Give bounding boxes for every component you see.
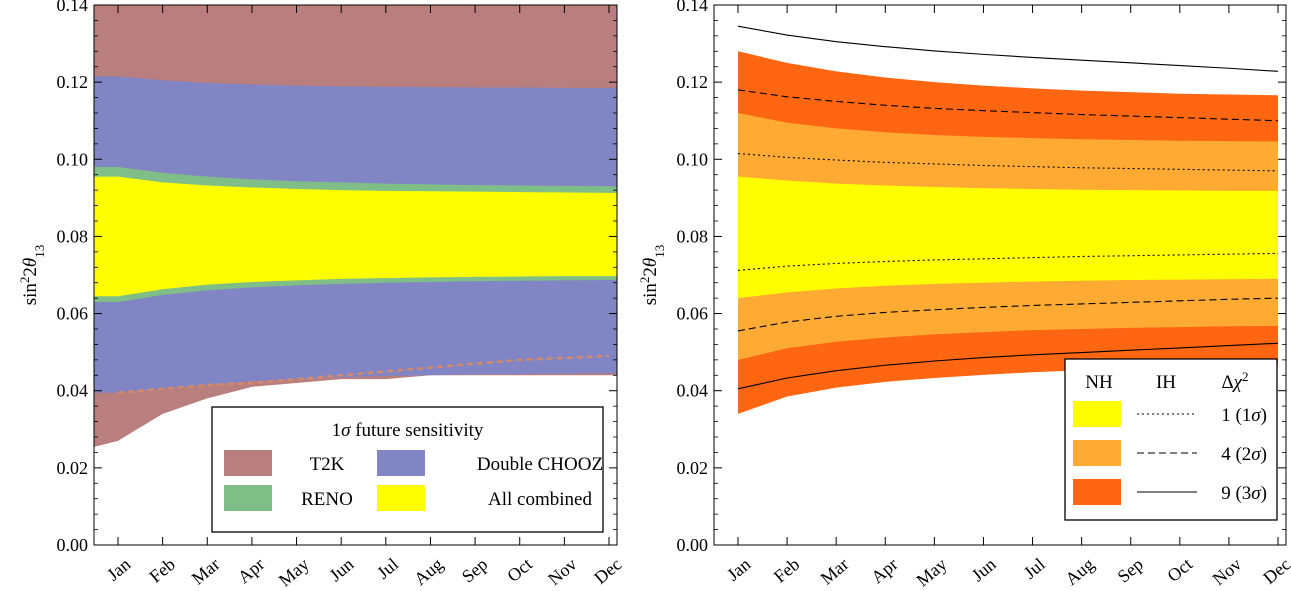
legend-swatch-all-combined: [377, 485, 425, 511]
plot-area: [737, 25, 1279, 414]
legend-label-all-combined: All combined: [488, 489, 592, 510]
legend-swatch-4-2: [1073, 440, 1121, 466]
legend-title: 1σ future sensitivity: [332, 420, 484, 441]
plot-frame: [713, 4, 1287, 546]
y-tick-label: 0.04: [57, 381, 89, 401]
x-tick-label: Apr: [234, 554, 268, 587]
x-tick-label: Sep: [1113, 554, 1147, 587]
x-tick-label: Feb: [770, 554, 804, 587]
x-tick-label: May: [913, 554, 951, 591]
legend-swatch-9-3: [1073, 479, 1121, 505]
y-axis-label: sin22θ13: [637, 245, 667, 306]
y-axis-label: sin22θ13: [17, 245, 47, 306]
x-tick-label: Nov: [1209, 554, 1246, 589]
x-tick-label: Aug: [410, 554, 447, 589]
legend-label-4-2: 4 (2σ): [1221, 444, 1267, 465]
y-tick-label: 0.14: [677, 0, 709, 15]
band-all-combined: [94, 176, 617, 297]
legend-swatch-reno: [224, 485, 272, 511]
y-tick-label: 0.10: [57, 149, 89, 169]
y-tick-label: 0.02: [677, 458, 709, 478]
plot-area: [94, 5, 617, 447]
legend-label-t2k: T2K: [310, 454, 345, 475]
x-tick-label: Nov: [544, 554, 581, 589]
y-tick-label: 0.00: [677, 535, 709, 555]
ih-line-1-1-upper: [737, 152, 1279, 172]
x-tick-label: Aug: [1061, 554, 1098, 589]
y-tick-label: 0.14: [57, 0, 89, 15]
y-tick-label: 0.06: [677, 304, 709, 324]
ih-line-9-3-lower: [737, 342, 1279, 390]
band-1-1: [738, 176, 1278, 299]
y-tick-label: 0.08: [677, 226, 709, 246]
x-tick-label: Jun: [968, 554, 1000, 585]
legend-header-nh: NH: [1085, 372, 1113, 393]
x-tick-label: Jul: [373, 554, 402, 583]
x-tick-label: Jul: [1020, 554, 1049, 583]
x-tick-label: Oct: [503, 554, 536, 586]
x-tick-label: May: [275, 554, 313, 591]
y-tick-label: 0.08: [57, 226, 89, 246]
legend-label-1-1: 1 (1σ): [1221, 405, 1267, 426]
legend-header-dchi2: Δχ2: [1221, 369, 1248, 394]
left-panel-sensitivity: 0.00 0.02 0.04 0.06 0.08 0.10 0.12 0.14 Jan Feb Ma…: [17, 0, 626, 590]
legend-swatch-1-1: [1073, 401, 1121, 427]
legend: 1σ future sensitivity T2K Double CHOOZ RENO…: [211, 406, 604, 533]
x-tick-label: Oct: [1163, 554, 1196, 586]
legend-swatch-double-chooz: [377, 450, 425, 476]
x-tick-label: Mar: [188, 554, 224, 589]
x-tick-label: Dec: [1259, 554, 1291, 588]
y-tick-label: 0.10: [677, 149, 709, 169]
x-tick-label: Jun: [325, 554, 357, 585]
y-tick-label: 0.12: [677, 72, 709, 92]
right-panel-significance: 0.00 0.02 0.04 0.06 0.08 0.10 0.12 0.14 Jan Feb Ma…: [637, 0, 1291, 590]
x-tick-label: Jan: [723, 554, 754, 585]
x-tick-label: Jan: [103, 554, 134, 585]
y-tick-label: 0.12: [57, 72, 89, 92]
legend-label-double-chooz: Double CHOOZ: [477, 454, 603, 475]
legend-label-reno: RENO: [301, 489, 353, 510]
legend-swatch-t2k: [224, 450, 272, 476]
x-tick-label: Feb: [145, 554, 179, 587]
projection-dashed-line: [117, 354, 610, 394]
ih-line-4-2-lower: [737, 297, 1279, 332]
plot-frame: [93, 4, 618, 546]
x-tick-label: Apr: [867, 554, 901, 587]
legend: NH IH Δχ2 1 (1σ) 4 (2σ) 9 (3σ): [1064, 358, 1278, 521]
x-tick-label: Dec: [590, 554, 625, 588]
y-tick-label: 0.04: [677, 381, 709, 401]
ih-line-9-3-upper: [737, 25, 1279, 72]
x-tick-label: Mar: [817, 554, 853, 589]
ih-line-4-2-upper: [737, 89, 1279, 122]
y-tick-label: 0.06: [57, 304, 89, 324]
y-tick-label: 0.02: [57, 458, 89, 478]
ih-line-1-1-lower: [737, 252, 1279, 271]
x-tick-label: Sep: [458, 554, 492, 587]
legend-label-9-3: 9 (3σ): [1221, 483, 1267, 504]
legend-header-ih: IH: [1156, 372, 1176, 393]
y-tick-label: 0.00: [57, 535, 89, 555]
